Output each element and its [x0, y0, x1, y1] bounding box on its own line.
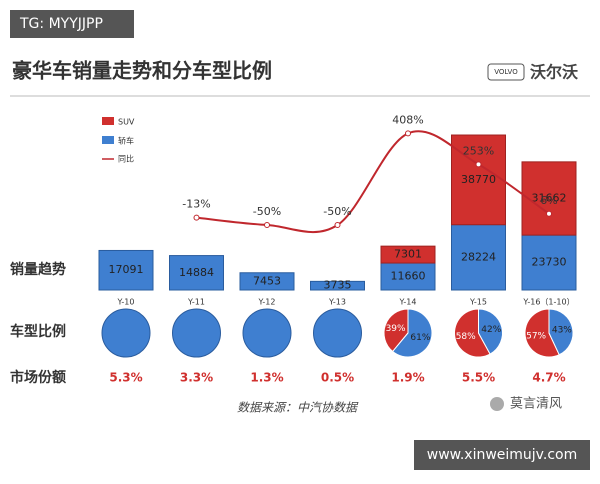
pie-full: [313, 308, 362, 358]
chart-title: 豪华车销量走势和分车型比例: [12, 59, 272, 83]
yoy-point: [405, 130, 411, 137]
bar-sedan: [239, 272, 295, 291]
yoy-point: [334, 222, 341, 228]
legend-label: 轿车: [118, 136, 134, 146]
pie-label: 61%: [410, 333, 430, 343]
bar-sedan: [98, 249, 154, 291]
row-label: 车型比例: [10, 323, 66, 340]
pie-sedan: [391, 308, 433, 358]
pie-full: [101, 308, 151, 358]
x-tick-label: Y-12: [257, 298, 275, 307]
watermark: TG: MYYJJPP: [19, 16, 103, 32]
pie-suv: [524, 308, 560, 358]
market-share: 1.3%: [250, 371, 283, 385]
market-share: 5.5%: [462, 371, 495, 385]
bar-sedan: [380, 262, 436, 291]
bar-label: 3735: [324, 279, 352, 292]
pie-label: 39%: [386, 324, 406, 334]
logo-badge: [487, 63, 525, 81]
bar-label: 23730: [532, 256, 567, 269]
pie-label: 57%: [526, 331, 546, 341]
bar-label: 11660: [391, 270, 426, 283]
pie-full: [242, 308, 292, 358]
market-share: 0.5%: [321, 371, 354, 385]
market-share: 1.9%: [391, 371, 424, 385]
pie-suv: [383, 308, 409, 353]
yoy-label: -13%: [182, 198, 210, 211]
bar-suv: [521, 161, 577, 236]
pie-full: [172, 308, 221, 358]
legend-label: SUV: [118, 118, 135, 127]
logo-brand: VOLVO: [494, 68, 518, 76]
yoy-point: [264, 222, 270, 228]
row-label: 市场份额: [10, 369, 66, 386]
pie-label: 58%: [456, 332, 476, 342]
yoy-label: 6%: [540, 194, 557, 207]
market-share: 5.3%: [109, 371, 142, 385]
bar-sedan: [521, 234, 577, 291]
x-tick-label: Y-16（1-10）: [522, 298, 574, 307]
bar-label: 7453: [253, 274, 281, 287]
pie-sedan: [548, 308, 574, 356]
yoy-label: -50%: [323, 205, 351, 218]
bar-label: 17091: [109, 263, 144, 276]
pie-label: 42%: [481, 325, 501, 335]
bar-sedan: [451, 224, 506, 291]
bar-label: 14884: [179, 266, 214, 279]
x-tick-label: Y-10: [116, 298, 134, 307]
bar-suv: [451, 134, 506, 226]
yoy-point: [546, 210, 552, 217]
x-tick-label: Y-11: [187, 298, 205, 307]
bar-suv: [380, 245, 436, 264]
bar-label: 28224: [461, 250, 496, 263]
yoy-label: -50%: [253, 205, 281, 218]
bar-label: 31662: [532, 191, 567, 204]
author-icon: [490, 397, 504, 411]
pie-label: 43%: [552, 326, 572, 336]
legend-label: 同比: [118, 154, 134, 164]
x-tick-label: Y-13: [328, 298, 346, 307]
bar-sedan: [169, 255, 224, 291]
author: 莫言清风: [510, 397, 562, 412]
x-tick-label: Y-14: [398, 298, 416, 307]
site: www.xinweimujv.com: [427, 447, 577, 463]
source: 数据来源：中汽协数据: [237, 401, 359, 415]
legend-swatch: [102, 136, 114, 144]
yoy-label: 253%: [463, 144, 494, 157]
bar-label: 7301: [394, 248, 422, 261]
market-share: 3.3%: [180, 371, 213, 385]
yoy-point: [193, 214, 200, 221]
logo-name: 沃尔沃: [530, 63, 578, 82]
site-box: [414, 440, 590, 470]
bar-sedan: [310, 280, 365, 291]
yoy-point: [475, 161, 482, 168]
yoy-label: 408%: [392, 113, 423, 126]
pie-sedan: [478, 308, 503, 355]
row-label: 销量趋势: [10, 261, 66, 278]
watermark-box: [10, 10, 134, 38]
x-tick-label: Y-15: [469, 298, 487, 307]
market-share: 4.7%: [532, 371, 565, 385]
bar-label: 38770: [461, 173, 496, 186]
legend-swatch: [102, 117, 114, 125]
pie-suv: [454, 308, 491, 358]
